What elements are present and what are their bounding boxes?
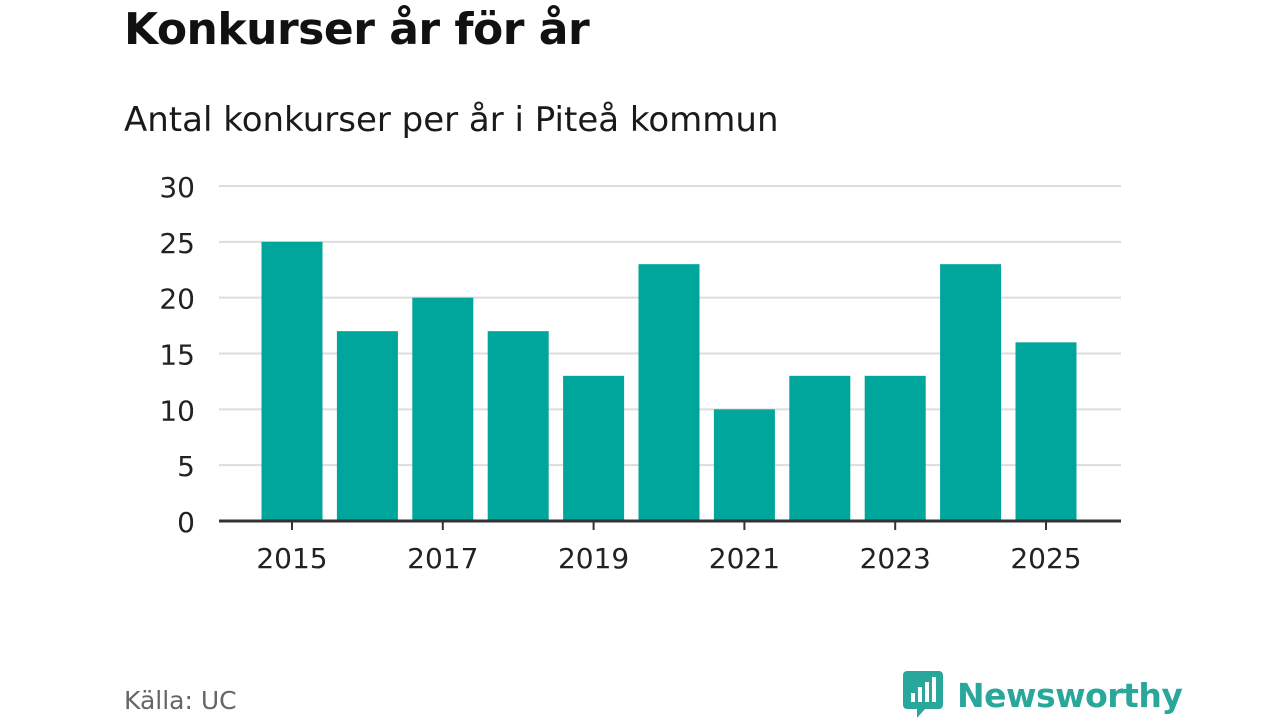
- bar-2017: [412, 297, 474, 521]
- chart-title: Konkurser år för år: [124, 4, 590, 55]
- y-tick-label: 25: [159, 227, 195, 260]
- bar-2022: [789, 375, 851, 521]
- source-note: Källa: UC: [124, 686, 237, 715]
- y-tick-label: 5: [177, 450, 195, 483]
- bar-2019: [563, 375, 625, 521]
- brand-name: Newsworthy: [957, 675, 1183, 715]
- y-axis-ticks: 0 5 10 15 20 25 30: [159, 171, 195, 539]
- bar-2015: [261, 241, 323, 522]
- y-tick-label: 20: [159, 283, 195, 316]
- x-tick-label: 2019: [558, 542, 629, 575]
- chart-subtitle: Antal konkurser per år i Piteå kommun: [124, 100, 779, 140]
- y-tick-label: 30: [159, 171, 195, 204]
- bar-2016: [336, 331, 398, 521]
- y-tick-label: 15: [159, 339, 195, 372]
- bar-2024: [940, 264, 1002, 521]
- newsworthy-logo: Newsworthy: [903, 670, 1183, 720]
- bar-2018: [487, 331, 549, 521]
- bars: [261, 241, 1077, 522]
- y-tick-label: 10: [159, 394, 195, 427]
- x-tick-label: 2021: [709, 542, 780, 575]
- x-tick-label: 2017: [407, 542, 478, 575]
- x-tick-label: 2025: [1010, 542, 1081, 575]
- bar-2020: [638, 264, 700, 521]
- bar-2021: [713, 409, 775, 521]
- x-axis: 2015 2017 2019 2021 2023 2025: [219, 519, 1121, 575]
- x-tick-label: 2015: [256, 542, 327, 575]
- newsworthy-logo-icon: [903, 671, 943, 718]
- x-tick-label: 2023: [860, 542, 931, 575]
- bar-2025: [1015, 342, 1077, 521]
- y-tick-label: 0: [177, 506, 195, 539]
- bar-2023: [864, 375, 926, 521]
